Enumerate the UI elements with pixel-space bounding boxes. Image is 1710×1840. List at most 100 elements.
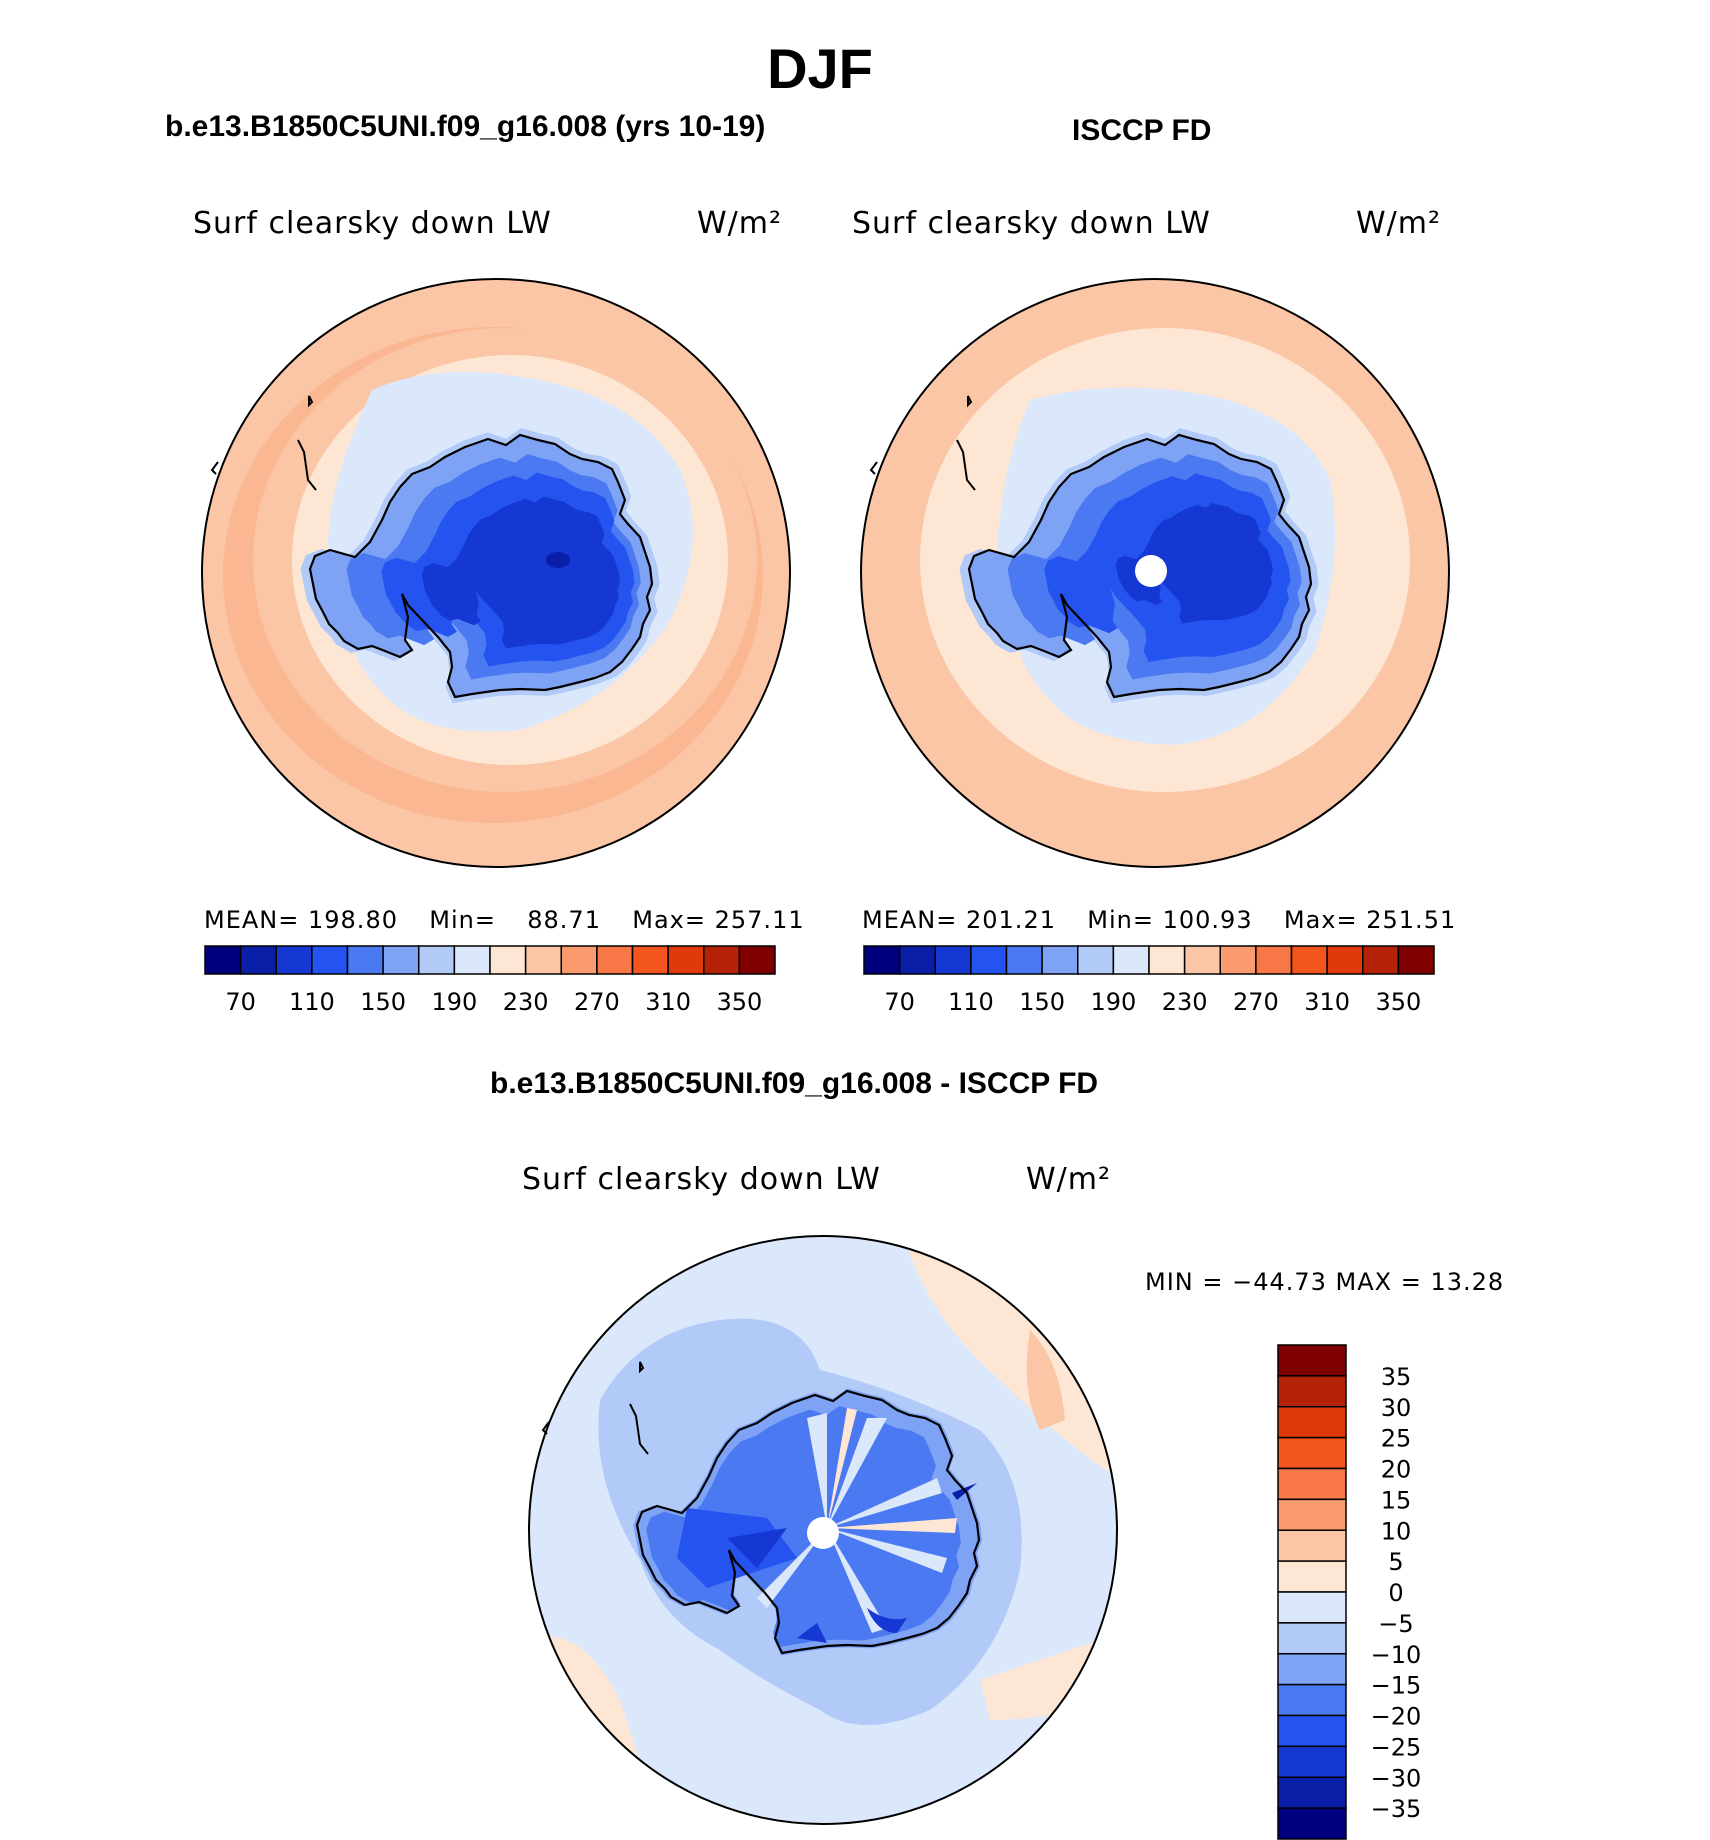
model-colorbar-bin [596,945,634,975]
model-max-value: 257.11 [714,906,805,934]
obs-colorbar-bin [934,945,972,975]
obs-max-label: Max= [1283,906,1358,934]
model-colorbar-bin [560,945,598,975]
obs-mean-value: 201.21 [966,906,1056,934]
model-colorbar-bin [418,945,456,975]
model-colorbar-bin [489,945,527,975]
obs-colorbar-bin [970,945,1008,975]
diff-colorbar-bin [1277,1344,1347,1377]
diff-colorbar-bin [1277,1622,1347,1655]
model-colorbar-bin [275,945,313,975]
model-colorbar-bin [239,945,277,975]
obs-colorbar-bin [1290,945,1328,975]
model-mean-value: 198.80 [308,906,398,934]
obs-colorbar-tick: 110 [948,988,994,1016]
model-colorbar-tick: 270 [574,988,620,1016]
obs-islands [869,395,976,491]
diff-colorbar-bin [1277,1529,1347,1562]
model-panel-subtitle: b.e13.B1850C5UNI.f09_g16.008 (yrs 10-19) [165,110,766,143]
obs-colorbar-bin [1219,945,1257,975]
model-units-label: W/m² [697,206,783,241]
diff-map [528,1235,1118,1825]
diff-colorbar-bin [1277,1406,1347,1439]
obs-pole-missing [1135,555,1167,587]
diff-colorbar-tick: −25 [1371,1733,1422,1761]
diff-colorbar-tick: −30 [1371,1764,1422,1792]
diff-colorbar-bin [1277,1560,1347,1593]
obs-colorbar: 70 110 150 190 230 270 310 350 [863,945,1435,1016]
diff-colorbar-bin [1277,1436,1347,1470]
diff-field-pos-east-10 [1026,1330,1065,1430]
obs-min-value: 100.93 [1162,906,1253,934]
obs-min-label: Min= [1087,906,1154,934]
obs-colorbar-tick: 350 [1375,988,1421,1016]
diff-colorbar-tick: −15 [1371,1672,1422,1700]
diff-colorbar-bin [1277,1714,1347,1748]
model-colorbar-bin [453,945,491,975]
diff-colorbar-tick: −35 [1371,1795,1422,1823]
model-colorbar-bin [703,945,741,975]
diff-colorbar-tick: −5 [1378,1610,1413,1638]
obs-colorbar-bin [1112,945,1150,975]
obs-colorbar-bin [1005,945,1043,975]
obs-colorbar-tick: 70 [884,988,915,1016]
model-mean-label: MEAN= [204,906,300,934]
model-colorbar-tick: 350 [716,988,762,1016]
diff-pole-missing [807,1517,839,1549]
obs-colorbar-bin [1326,945,1364,975]
diff-colorbar-tick: 15 [1381,1486,1412,1514]
model-min-label: Min= [429,906,496,934]
obs-map-outline [860,278,1450,868]
model-map-outline [201,278,791,868]
figure-title: DJF [767,37,873,100]
obs-colorbar-bin [863,945,901,975]
diff-colorbar-tick: 25 [1381,1425,1412,1453]
obs-variable-label: Surf clearsky down LW [852,206,1211,241]
obs-stats: MEAN= 201.21 Min= 100.93 Max= 251.51 [862,906,1456,934]
model-colorbar-bin [204,945,242,975]
obs-panel-subtitle: ISCCP FD [1072,114,1212,147]
model-colorbar-bin [524,945,562,975]
diff-colorbar-bin [1277,1467,1347,1501]
obs-colorbar-tick: 310 [1304,988,1350,1016]
model-colorbar-bin [631,945,669,975]
diff-colorbar-tick: 20 [1381,1456,1412,1484]
diff-colorbar-tick: 30 [1381,1394,1412,1422]
obs-colorbar-bin [1397,945,1435,975]
diff-colorbar-bin [1277,1745,1347,1778]
obs-max-value: 251.51 [1366,906,1457,934]
obs-colorbar-bin [1183,945,1221,975]
model-colorbar-tick: 190 [431,988,477,1016]
diff-colorbar-bin [1277,1498,1347,1531]
model-colorbar-tick: 110 [289,988,335,1016]
model-islands [210,395,317,491]
diff-colorbar-bin [1277,1591,1347,1624]
obs-colorbar-bin [1148,945,1186,975]
diff-colorbar-bin [1277,1807,1347,1840]
model-colorbar-bin [346,945,384,975]
diff-units-label: W/m² [1026,1162,1112,1197]
diff-colorbar-tick: −20 [1371,1703,1422,1731]
diff-variable-label: Surf clearsky down LW [522,1162,881,1197]
diff-colorbar-bin [1277,1653,1347,1686]
diff-colorbar-tick: 0 [1388,1579,1403,1607]
obs-colorbar-bin [1041,945,1079,975]
model-colorbar-tick: 230 [503,988,549,1016]
model-colorbar-tick: 70 [225,988,256,1016]
model-colorbar-tick: 150 [360,988,406,1016]
diff-colorbar-tick: 35 [1381,1363,1412,1391]
obs-colorbar-bin [898,945,936,975]
model-colorbar-tick: 310 [645,988,691,1016]
diff-colorbar-bin [1277,1683,1347,1717]
model-variable-label: Surf clearsky down LW [193,206,552,241]
model-colorbar-bin [738,945,776,975]
diff-colorbar-tick: −10 [1371,1641,1422,1669]
model-stats: MEAN= 198.80 Min= 88.71 Max= 257.11 [204,906,805,934]
model-colorbar-bin [667,945,705,975]
obs-colorbar-bin [1077,945,1115,975]
diff-panel-subtitle: b.e13.B1850C5UNI.f09_g16.008 - ISCCP FD [490,1067,1099,1100]
diff-minmax: MIN = −44.73 MAX = 13.28 [1145,1268,1505,1296]
obs-colorbar-tick: 150 [1019,988,1065,1016]
